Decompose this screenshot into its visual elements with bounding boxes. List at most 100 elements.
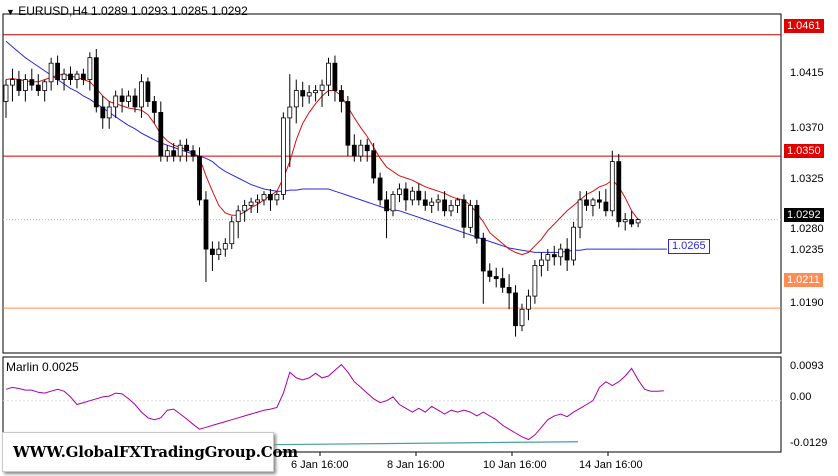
candle-body: [158, 112, 164, 157]
candle-body: [435, 199, 441, 203]
candle-body: [113, 95, 119, 108]
candle-body: [493, 276, 499, 280]
candle-body: [274, 193, 280, 201]
candle-body: [519, 308, 525, 327]
candle-body: [74, 73, 80, 80]
candle-body: [287, 106, 293, 119]
candle-body: [93, 57, 99, 108]
oscillator-header: Marlin 0.0025: [6, 360, 79, 374]
oscillator-line: [5, 363, 664, 441]
candle-body: [545, 254, 551, 261]
main-pane-frame: [2, 13, 782, 354]
candle-body: [442, 199, 448, 212]
candle-body: [364, 144, 370, 152]
candle-body: [422, 199, 428, 206]
candle-body: [293, 90, 299, 108]
time-tick: 10 Jan 16:00: [483, 459, 547, 471]
price-tick: 1.0235: [790, 244, 824, 256]
candle-body: [629, 219, 634, 225]
candle-body: [306, 92, 312, 97]
watermark-text: WWW.GlobalFXTradingGroup.Com: [13, 443, 298, 461]
candle-body: [345, 101, 351, 146]
candle-body: [429, 201, 435, 206]
candle-body: [81, 73, 86, 80]
candle-body: [16, 79, 22, 91]
time-tick: 6 Jan 16:00: [291, 459, 349, 471]
candle-body: [597, 199, 602, 203]
watermark-box: WWW.GlobalFXTradingGroup.Com: [2, 432, 298, 472]
osc-tick: -0.0129: [790, 437, 828, 449]
candle-body: [261, 193, 267, 201]
candle-body: [267, 193, 273, 201]
candle-body: [139, 81, 144, 108]
candle-body: [390, 193, 396, 212]
symbol-label: EURUSD,H4: [18, 4, 88, 18]
candle-body: [216, 248, 222, 256]
candle-body: [622, 219, 628, 223]
candle-body: [616, 161, 622, 223]
candle-body: [145, 81, 151, 102]
price-tick: 1.0190: [790, 297, 824, 309]
candle-body: [635, 219, 641, 224]
osc-tick: 0.00: [790, 391, 812, 403]
symbol-header: ▼ EURUSD,H4 1.0289 1.0293 1.0285 1.0292: [6, 4, 248, 18]
osc-tick: 0.0093: [790, 360, 824, 372]
price-tick: 1.0415: [790, 67, 824, 79]
candle-body: [100, 106, 106, 119]
candle-body: [403, 188, 409, 201]
candle-body: [151, 101, 157, 113]
candle-body: [409, 190, 415, 201]
candle-body: [61, 73, 67, 80]
candle-body: [571, 226, 576, 261]
candle-body: [197, 155, 202, 201]
candle-body: [377, 177, 383, 201]
level-tag-mid: 1.0350: [784, 144, 824, 158]
candle-body: [384, 199, 390, 212]
candle-body: [29, 79, 35, 86]
candle-body: [480, 237, 486, 272]
candle-body: [332, 62, 338, 91]
candle-body: [229, 221, 235, 245]
candle-body: [119, 95, 125, 102]
candle-body: [87, 57, 93, 81]
candle-body: [416, 190, 422, 201]
candle-body: [526, 295, 531, 310]
candle-body: [455, 199, 460, 206]
candle-body: [177, 144, 183, 157]
time-tick: 14 Jan 16:00: [579, 459, 643, 471]
candle-body: [584, 199, 589, 206]
candle-body: [126, 95, 131, 102]
candle-body: [3, 84, 9, 102]
oscillator-pane-frame: [2, 356, 782, 453]
candle-body: [551, 254, 557, 258]
candle-body: [222, 243, 228, 250]
candle-body: [609, 161, 615, 212]
candle-body: [184, 144, 190, 152]
candle-body: [42, 81, 48, 91]
candle-body: [132, 95, 138, 108]
ohlc-values: 1.0289 1.0293 1.0285 1.0292: [90, 4, 248, 18]
level-tag-low: 1.0211: [784, 273, 823, 287]
candle-body: [577, 199, 583, 228]
candle-body: [255, 199, 261, 203]
time-tick: 8 Jan 16:00: [387, 459, 445, 471]
ma-value-label[interactable]: 1.0265: [668, 239, 710, 254]
candle-body: [68, 73, 73, 80]
candle-body: [313, 90, 319, 94]
candle-body: [564, 248, 570, 261]
candle-body: [487, 270, 493, 277]
candle-body: [326, 62, 331, 86]
candle-body: [242, 204, 248, 212]
candle-body: [55, 62, 60, 81]
candle-body: [209, 248, 215, 256]
candle-body: [351, 144, 357, 157]
candle-body: [500, 278, 506, 288]
candle-body: [35, 84, 41, 91]
collapse-triangle-icon[interactable]: ▼: [6, 7, 15, 17]
candle-body: [338, 90, 344, 102]
candle-body: [280, 117, 286, 195]
candle-body: [474, 204, 480, 239]
price-tick: 1.0370: [790, 122, 824, 134]
candle-body: [106, 106, 112, 119]
